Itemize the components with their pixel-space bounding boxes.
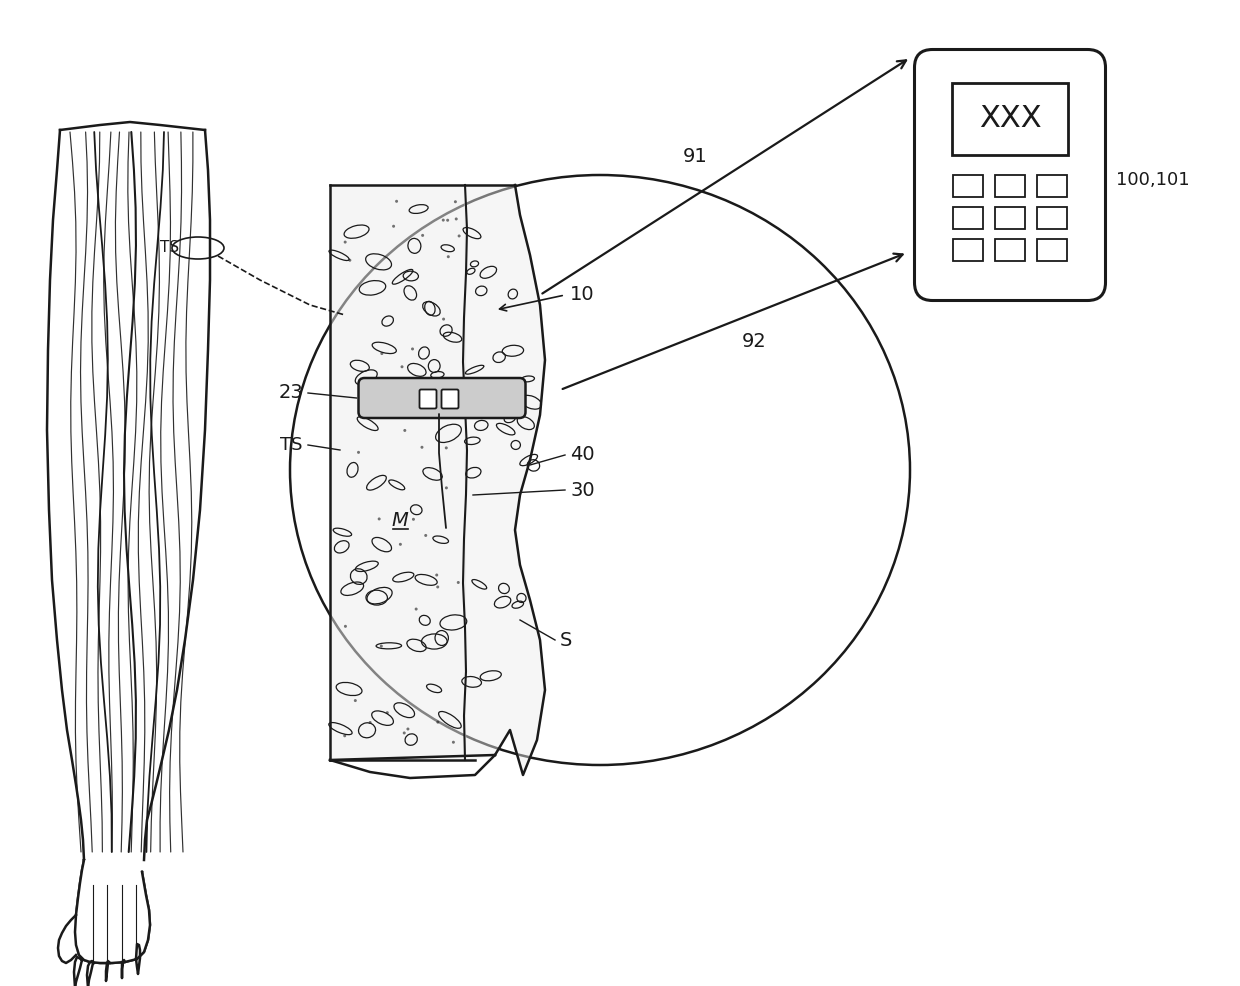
Ellipse shape <box>428 402 430 405</box>
Polygon shape <box>330 185 465 760</box>
Polygon shape <box>136 944 140 974</box>
Polygon shape <box>122 960 125 978</box>
Text: 100,101: 100,101 <box>1116 171 1189 189</box>
Ellipse shape <box>445 447 448 450</box>
Ellipse shape <box>357 451 360 454</box>
Ellipse shape <box>420 446 424 449</box>
Ellipse shape <box>399 543 402 546</box>
Polygon shape <box>105 961 110 981</box>
Polygon shape <box>87 961 94 986</box>
Ellipse shape <box>353 699 357 702</box>
Text: TS: TS <box>280 436 303 454</box>
Bar <box>952 83 1068 155</box>
Bar <box>994 239 1025 260</box>
Ellipse shape <box>422 234 424 237</box>
FancyBboxPatch shape <box>441 389 459 408</box>
Ellipse shape <box>368 721 372 724</box>
Ellipse shape <box>451 740 455 743</box>
Text: 91: 91 <box>683 147 708 166</box>
Bar <box>954 239 983 260</box>
Ellipse shape <box>456 581 460 584</box>
Ellipse shape <box>446 255 450 258</box>
Ellipse shape <box>343 625 347 628</box>
Ellipse shape <box>424 534 428 537</box>
Ellipse shape <box>414 607 418 610</box>
Ellipse shape <box>435 574 438 577</box>
Ellipse shape <box>392 225 396 228</box>
Polygon shape <box>74 957 82 986</box>
Ellipse shape <box>436 721 439 724</box>
Ellipse shape <box>443 317 445 320</box>
Text: 10: 10 <box>570 286 595 305</box>
Ellipse shape <box>403 429 407 432</box>
Ellipse shape <box>436 586 439 589</box>
Ellipse shape <box>401 365 403 369</box>
FancyBboxPatch shape <box>419 389 436 408</box>
Bar <box>954 206 983 229</box>
Ellipse shape <box>446 219 449 222</box>
Ellipse shape <box>343 735 346 738</box>
Polygon shape <box>74 860 150 963</box>
Ellipse shape <box>386 711 389 714</box>
Bar <box>1037 206 1066 229</box>
Bar <box>1037 175 1066 196</box>
Ellipse shape <box>403 732 405 735</box>
Ellipse shape <box>378 518 381 521</box>
Ellipse shape <box>407 728 409 731</box>
Ellipse shape <box>412 518 415 521</box>
Ellipse shape <box>381 352 383 355</box>
Ellipse shape <box>458 235 460 238</box>
Ellipse shape <box>343 241 347 244</box>
Text: S: S <box>560 630 573 650</box>
Polygon shape <box>58 915 76 963</box>
Polygon shape <box>465 185 546 775</box>
Bar <box>1037 239 1066 260</box>
Ellipse shape <box>455 218 458 221</box>
Text: M: M <box>392 511 408 529</box>
Text: 92: 92 <box>742 331 766 351</box>
Text: TS: TS <box>160 240 179 254</box>
Bar <box>994 175 1025 196</box>
Text: 30: 30 <box>570 480 595 500</box>
Ellipse shape <box>396 200 398 203</box>
Bar <box>994 206 1025 229</box>
Ellipse shape <box>348 258 351 261</box>
FancyBboxPatch shape <box>915 49 1106 301</box>
Ellipse shape <box>454 200 456 203</box>
Text: XXX: XXX <box>978 104 1042 133</box>
Ellipse shape <box>410 347 414 350</box>
Text: 40: 40 <box>570 446 595 464</box>
FancyBboxPatch shape <box>358 378 526 418</box>
Text: 23: 23 <box>278 384 303 402</box>
Ellipse shape <box>379 645 383 648</box>
Ellipse shape <box>456 401 460 404</box>
Bar <box>954 175 983 196</box>
Ellipse shape <box>445 486 448 489</box>
Ellipse shape <box>441 219 445 222</box>
